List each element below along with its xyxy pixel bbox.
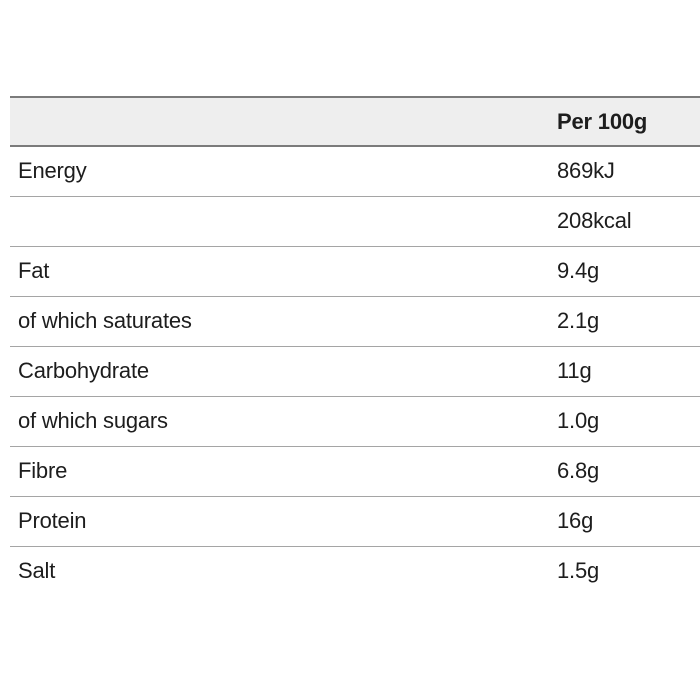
nutrient-label: Fibre [18,458,68,483]
table-row-saturates: of which saturates 2.1g [10,296,700,346]
nutrient-value: 1.0g [557,408,600,433]
table-row-fibre: Fibre 6.8g [10,446,700,496]
nutrient-value: 11g [557,358,592,383]
table-row-sugars: of which sugars 1.0g [10,396,700,446]
header-row: Per 100g [10,97,700,146]
nutrition-table: Per 100g Energy 869kJ 208kcal Fat 9.4g o… [10,96,700,596]
nutrient-label: Fat [18,258,50,283]
nutrient-value: 16g [557,508,594,533]
table-row-energy: Energy 869kJ [10,146,700,196]
nutrient-value: 2.1g [557,308,600,333]
table-row-salt: Salt 1.5g [10,546,700,596]
nutrient-value: 6.8g [557,458,600,483]
nutrient-value: 9.4g [557,258,600,283]
header-label-cell [10,97,557,146]
table-row-carbohydrate: Carbohydrate 11g [10,346,700,396]
nutrient-value: 869kJ [557,158,615,184]
nutrition-table-body: Energy 869kJ 208kcal Fat 9.4g of which s… [10,146,700,596]
nutrient-label: Salt [18,558,56,584]
nutrient-label: of which sugars [18,408,168,433]
header-per-100g: Per 100g [557,108,648,134]
nutrient-value: 1.5g [557,558,600,584]
nutrient-label: of which saturates [18,308,192,333]
nutrition-table-header: Per 100g [10,97,700,146]
table-row-protein: Protein 16g [10,496,700,546]
table-row-energy-kcal: 208kcal [10,196,700,246]
nutrient-value: 208kcal [557,208,632,233]
nutrient-label: Energy [18,158,87,184]
table-row-fat: Fat 9.4g [10,246,700,296]
nutrient-label: Protein [18,508,87,533]
nutrient-label: Carbohydrate [18,358,149,383]
nutrient-label [10,196,557,246]
